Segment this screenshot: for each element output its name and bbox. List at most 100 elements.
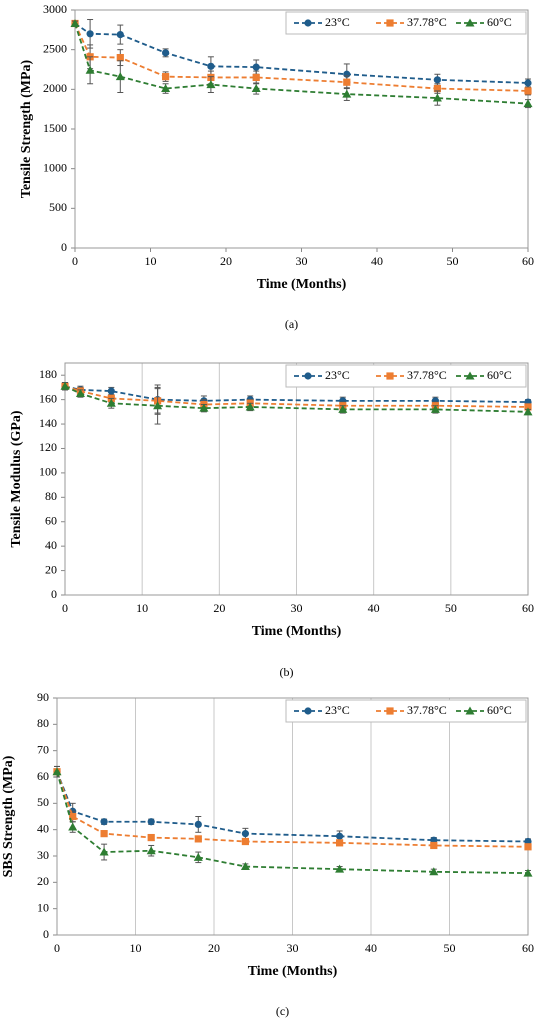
y-tick-label: 0 <box>61 240 67 254</box>
y-tick-label: 2500 <box>43 41 67 55</box>
marker <box>106 398 116 407</box>
y-tick-label: 3000 <box>43 2 67 16</box>
y-tick-label: 100 <box>39 465 57 479</box>
y-tick-label: 160 <box>39 391 57 405</box>
y-tick-label: 10 <box>37 900 49 914</box>
marker <box>430 841 438 850</box>
x-tick-label: 20 <box>208 941 220 955</box>
x-axis-title: Time (Months) <box>257 277 347 292</box>
marker <box>433 76 441 84</box>
x-tick-label: 40 <box>368 601 380 615</box>
y-tick-label: 1000 <box>43 160 67 174</box>
plot-frame <box>74 9 529 249</box>
y-axis-title: Tensile Modulus (GPa) <box>9 410 24 548</box>
marker <box>336 839 344 847</box>
marker <box>162 49 170 57</box>
x-tick-label: 10 <box>145 254 157 268</box>
y-tick-label: 1500 <box>43 121 67 135</box>
marker <box>100 830 108 838</box>
x-tick-label: 30 <box>291 601 303 615</box>
marker <box>304 707 312 715</box>
marker <box>107 387 115 395</box>
y-tick-label: 0 <box>51 587 57 601</box>
marker <box>304 372 312 380</box>
marker <box>206 80 216 89</box>
y-tick-label: 70 <box>37 742 49 756</box>
y-tick-label: 120 <box>39 440 57 454</box>
caption: (b) <box>280 665 294 679</box>
legend-label: 37.78°C <box>407 368 447 382</box>
marker <box>99 847 109 856</box>
marker <box>343 78 351 86</box>
y-tick-label: 40 <box>45 538 57 552</box>
y-axis-title: Tensile Strength (MPa) <box>19 59 34 198</box>
legend-label: 23°C <box>325 703 350 717</box>
y-tick-label: 80 <box>37 716 49 730</box>
x-tick-label: 30 <box>287 941 299 955</box>
marker <box>116 54 124 62</box>
marker <box>207 62 215 70</box>
marker <box>338 404 348 413</box>
marker <box>147 833 155 842</box>
x-tick-label: 50 <box>447 254 459 268</box>
marker <box>193 852 203 861</box>
x-tick-label: 0 <box>72 254 78 268</box>
y-tick-label: 20 <box>37 874 49 888</box>
marker <box>146 846 156 855</box>
marker <box>430 404 440 413</box>
marker <box>199 403 209 412</box>
x-tick-label: 60 <box>522 941 534 955</box>
y-axis-title: SBS Strength (MPa) <box>1 755 16 877</box>
y-tick-label: 2000 <box>43 81 67 95</box>
legend-label: 37.78°C <box>407 703 447 717</box>
marker <box>432 93 442 102</box>
marker <box>386 707 394 715</box>
x-tick-label: 60 <box>522 601 534 615</box>
marker <box>70 18 80 27</box>
x-tick-label: 20 <box>220 254 232 268</box>
marker <box>116 30 124 39</box>
x-tick-label: 40 <box>371 254 383 268</box>
y-tick-label: 90 <box>37 690 49 704</box>
marker <box>194 820 202 829</box>
marker <box>60 381 70 390</box>
marker <box>241 837 249 846</box>
marker <box>252 63 260 71</box>
marker <box>68 822 78 831</box>
marker <box>386 19 394 27</box>
marker <box>252 73 260 82</box>
marker <box>433 84 441 93</box>
x-tick-label: 50 <box>445 601 457 615</box>
marker <box>52 767 62 776</box>
legend-box <box>285 364 527 388</box>
x-tick-label: 40 <box>365 941 377 955</box>
legend-label: 60°C <box>487 368 512 382</box>
y-tick-label: 20 <box>45 562 57 576</box>
marker <box>523 99 533 108</box>
x-tick-label: 0 <box>54 941 60 955</box>
x-tick-label: 50 <box>444 941 456 955</box>
x-tick-label: 20 <box>213 601 225 615</box>
marker <box>386 372 394 380</box>
x-tick-label: 10 <box>136 601 148 615</box>
marker <box>86 30 94 38</box>
marker <box>524 843 532 851</box>
plot-frame <box>56 697 529 936</box>
caption: (c) <box>276 1004 289 1018</box>
marker <box>429 867 439 876</box>
y-tick-label: 30 <box>37 848 49 862</box>
marker <box>465 18 475 27</box>
marker <box>100 818 108 826</box>
x-axis-title: Time (Months) <box>248 964 338 979</box>
y-tick-label: 0 <box>43 927 49 941</box>
x-axis-title: Time (Months) <box>252 624 342 639</box>
marker <box>336 832 344 840</box>
marker <box>524 403 532 411</box>
y-tick-label: 40 <box>37 821 49 835</box>
marker <box>304 19 312 27</box>
marker <box>69 812 77 821</box>
series-line <box>74 23 529 105</box>
marker <box>523 868 533 877</box>
marker <box>147 818 155 826</box>
